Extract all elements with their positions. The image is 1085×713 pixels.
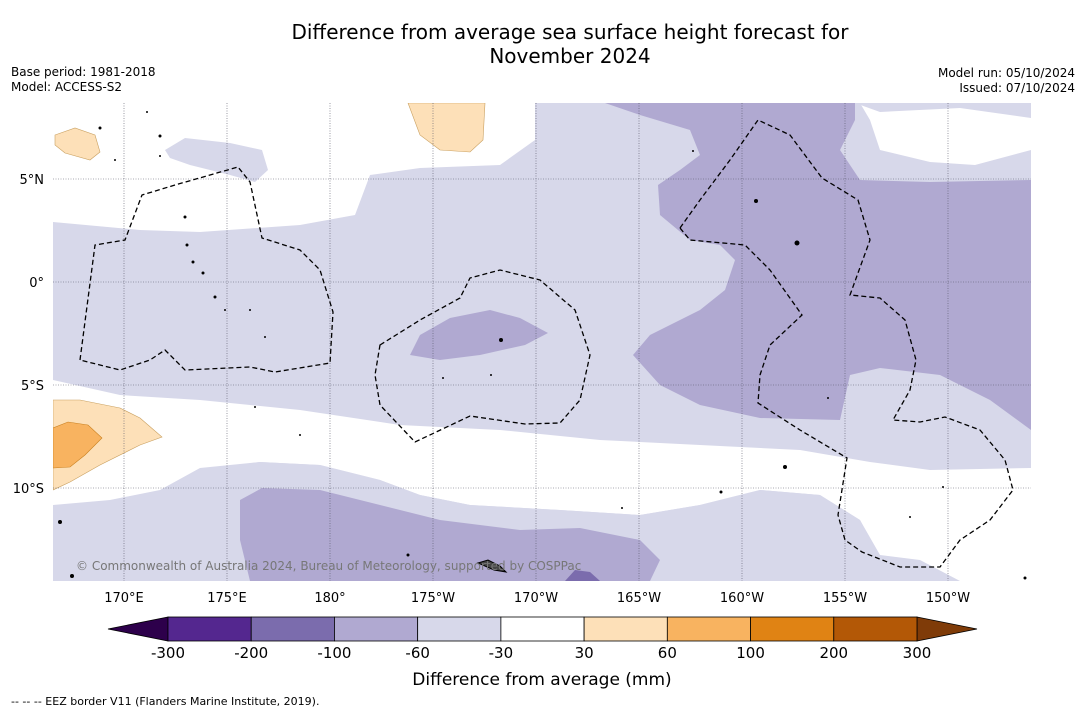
lon-label: 165°W: [617, 591, 661, 606]
colorbar-segment: [250, 616, 335, 642]
lon-label: 170°E: [104, 591, 144, 606]
colorbar-tick-label: -200: [234, 644, 268, 662]
eez-tuvalu: [79, 166, 334, 373]
colorbar-segment: [334, 616, 419, 642]
lon-label: 175°E: [207, 591, 247, 606]
colorbar-under-arrow: [107, 616, 169, 642]
chart-title: Difference from average sea surface heig…: [0, 20, 1085, 68]
colorbar-tick-label: 200: [819, 644, 848, 662]
eez-line-islands: [679, 119, 1014, 568]
legend-eez-note: -- -- -- EEZ border V11 (Flanders Marine…: [11, 695, 320, 708]
base-period: Base period: 1981-2018: [11, 65, 156, 79]
colorbar-segment: [750, 616, 835, 642]
colorbar-tick-label: 300: [903, 644, 932, 662]
copyright-notice: © Commonwealth of Australia 2024, Bureau…: [76, 559, 581, 573]
neutral-region-north: [53, 103, 535, 232]
lon-label: 150°W: [926, 591, 970, 606]
neutral-band-south: [53, 380, 1031, 581]
colorbar-tick-label: -100: [317, 644, 351, 662]
island-coastline: [476, 559, 508, 573]
model-run: Model run: 05/10/2024: [937, 66, 1075, 80]
colorbar-segment: [833, 616, 918, 642]
colorbar-segment: [666, 616, 751, 642]
lon-axis: 170°E 175°E 180° 175°W 170°W 165°W 160°W…: [104, 591, 970, 606]
anomaly-blob-central: [410, 310, 548, 360]
colorbar-tick-label: 60: [658, 644, 677, 662]
meta-right: Model run: 05/10/2024 Issued: 07/10/2024: [938, 66, 1075, 96]
lat-axis: 5°N 0° 5°S 10°S: [13, 173, 44, 497]
positive-patch-north: [407, 103, 486, 153]
colorbar-tick-label: -30: [489, 644, 514, 662]
colorbar-segment: [500, 616, 585, 642]
lat-label: 10°S: [13, 482, 44, 497]
colorbar-segment: [417, 616, 502, 642]
lon-label: 160°W: [720, 591, 764, 606]
lon-label: 155°W: [823, 591, 867, 606]
lon-label: 170°W: [514, 591, 558, 606]
positive-patch-north-west: [54, 127, 101, 161]
positive-patch-west-core: [53, 421, 103, 469]
lat-label: 0°: [29, 276, 44, 291]
colorbar-tick-label: -300: [151, 644, 185, 662]
lon-label: 180°: [314, 591, 345, 606]
lon-label: 175°W: [411, 591, 455, 606]
model-name: Model: ACCESS-S2: [11, 80, 123, 94]
colorbar-tick-label: 30: [575, 644, 594, 662]
eez-phoenix: [374, 269, 591, 443]
colorbar-segment: [167, 616, 252, 642]
title-line-1: Difference from average sea surface heig…: [291, 20, 849, 44]
meta-left: Base period: 1981-2018 Model: ACCESS-S2: [11, 65, 156, 95]
gridlines: [53, 103, 1031, 581]
lat-label: 5°S: [21, 379, 44, 394]
colorbar: -300 -200 -100 -60 -30 30 60 100 200 300: [107, 616, 978, 662]
colorbar-segment: [583, 616, 668, 642]
colorbar-tick-label: -60: [405, 644, 430, 662]
eez-borders: [79, 119, 1014, 568]
colorbar-tick-label: 100: [736, 644, 765, 662]
neutral-region-north-east: [860, 103, 1031, 165]
anomaly-patch-north-west: [165, 138, 268, 182]
lat-label: 5°N: [20, 173, 45, 188]
issued-date: Issued: 07/10/2024: [959, 81, 1075, 95]
anomaly-region-east: [605, 103, 1031, 430]
title-line-2: November 2024: [489, 44, 651, 68]
colorbar-label: Difference from average (mm): [412, 670, 671, 690]
positive-patch-west: [53, 399, 163, 491]
islands: [58, 111, 1027, 580]
anomaly-region-south: [240, 488, 660, 581]
anomaly-field: [53, 103, 1031, 581]
anomaly-edge-ne: [855, 103, 1031, 118]
colorbar-over-arrow: [916, 616, 978, 642]
anomaly-patch-dark: [565, 570, 600, 581]
